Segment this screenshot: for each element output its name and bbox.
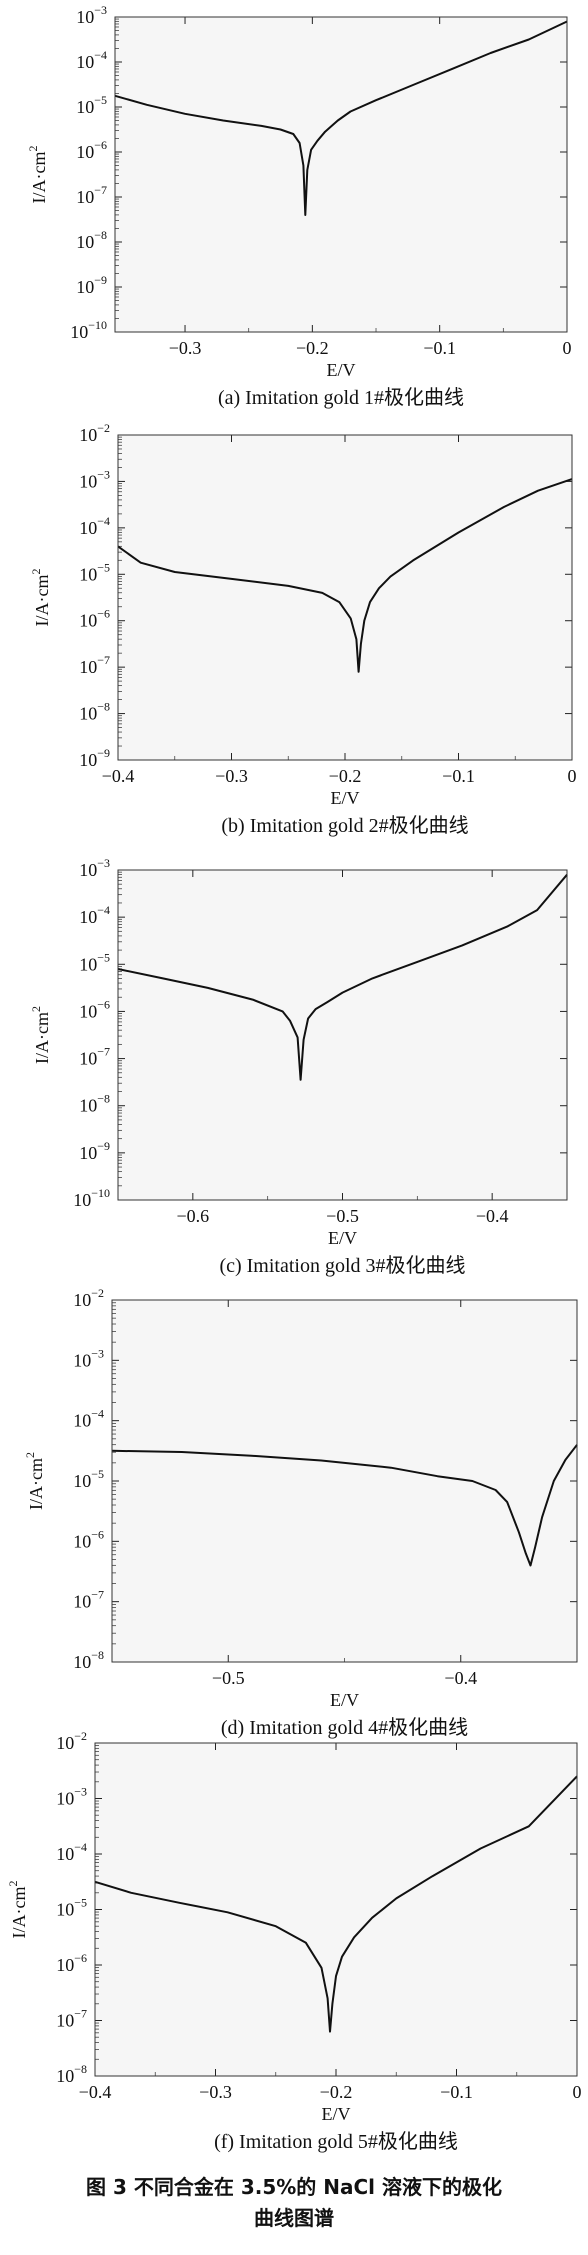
panel-caption: (a) Imitation gold 1#极化曲线 bbox=[218, 386, 464, 409]
y-tick-label: 10−6 bbox=[73, 1527, 104, 1551]
y-tick-label: 10−2 bbox=[73, 1286, 104, 1310]
series-line-1 bbox=[114, 20, 568, 216]
y-tick-label: 10−5 bbox=[73, 1467, 104, 1491]
x-tick-label: −0.5 bbox=[212, 1668, 245, 1688]
plot-area bbox=[95, 1743, 577, 2076]
panel-caption: (f) Imitation gold 5#极化曲线 bbox=[214, 2130, 458, 2153]
y-tick-label: 10−8 bbox=[73, 1648, 104, 1672]
x-tick-label: −0.1 bbox=[423, 338, 456, 358]
x-tick-label: −0.2 bbox=[296, 338, 329, 358]
plot-area bbox=[112, 1300, 577, 1662]
y-tick-label: 10−3 bbox=[79, 467, 110, 491]
chart-panel-2: 10−910−810−710−610−510−410−310−2−0.4 −0.3… bbox=[29, 421, 577, 837]
x-tick-label: −0.4 bbox=[79, 2082, 112, 2102]
x-axis-label: E/V bbox=[331, 788, 360, 808]
y-tick-label: 10−6 bbox=[79, 607, 110, 631]
y-tick-label: 10−6 bbox=[79, 997, 110, 1021]
y-axis-label: I/A·cm2 bbox=[6, 1881, 29, 1939]
y-axis-label: I/A·cm2 bbox=[23, 1452, 46, 1510]
x-tick-label: −0.4 bbox=[444, 1668, 477, 1688]
y-tick-label: 10−4 bbox=[79, 903, 110, 927]
y-tick-label: 10−5 bbox=[79, 560, 110, 584]
plot-frame bbox=[117, 869, 568, 1201]
plot-frame bbox=[114, 16, 568, 333]
x-axis-label: E/V bbox=[327, 360, 356, 380]
y-tick-label: 10−8 bbox=[76, 228, 107, 252]
plot-frame bbox=[94, 1742, 578, 2077]
plot-area bbox=[115, 17, 567, 332]
y-tick-label: 10−2 bbox=[56, 1729, 87, 1753]
plot-area bbox=[118, 870, 567, 1200]
y-tick-label: 10−6 bbox=[76, 138, 107, 162]
x-tick-label: 0 bbox=[568, 766, 577, 786]
panel-caption: (c) Imitation gold 3#极化曲线 bbox=[219, 1254, 465, 1277]
x-axis-label: E/V bbox=[330, 1690, 359, 1710]
y-tick-label: 10−8 bbox=[79, 700, 110, 724]
plot-area bbox=[118, 435, 572, 760]
y-tick-label: 10−4 bbox=[79, 514, 110, 538]
chart-panel-5: 10−8 10−7 10−6 10−5 10−4 10−3 10−2 −0.4 −0.3 −0.2… bbox=[6, 1729, 582, 2153]
y-axis-label: I/A·cm2 bbox=[29, 569, 52, 627]
y-tick-label: 10−10 bbox=[70, 318, 107, 342]
chart-panel-4: 10−8 10−7 10−6 10−5 10−4 10−3 10−2 −0.5 −0.4 E/V I… bbox=[23, 1286, 578, 1739]
y-tick-label: 10−7 bbox=[79, 1045, 110, 1069]
series-line-1 bbox=[94, 1775, 578, 2033]
y-tick-label: 10−4 bbox=[73, 1407, 104, 1431]
y-tick-label: 10−7 bbox=[76, 183, 107, 207]
y-tick-label: 10−4 bbox=[76, 48, 107, 72]
x-tick-label: −0.3 bbox=[169, 338, 202, 358]
y-axis-label: I/A·cm2 bbox=[29, 1006, 52, 1064]
figure-caption-line2: 曲线图谱 bbox=[254, 2206, 334, 2230]
y-tick-label: 10−7 bbox=[73, 1588, 104, 1612]
y-tick-label: 10−2 bbox=[79, 421, 110, 445]
plot-frame bbox=[117, 434, 573, 761]
x-tick-label: −0.4 bbox=[102, 766, 135, 786]
y-tick-label: 10−10 bbox=[73, 1186, 110, 1210]
x-tick-label: −0.3 bbox=[215, 766, 248, 786]
y-tick-label: 10−5 bbox=[56, 1896, 87, 1920]
y-tick-label: 10−3 bbox=[79, 856, 110, 880]
y-tick-label: 10−9 bbox=[79, 1139, 110, 1163]
series-line-1 bbox=[111, 1444, 578, 1567]
x-tick-label: −0.5 bbox=[326, 1206, 359, 1226]
y-tick-label: 10−4 bbox=[56, 1840, 87, 1864]
x-tick-label: −0.4 bbox=[476, 1206, 509, 1226]
plot-frame bbox=[111, 1299, 578, 1663]
y-tick-label: 10−7 bbox=[79, 653, 110, 677]
series-line-1 bbox=[117, 478, 573, 673]
x-tick-label: −0.1 bbox=[440, 2082, 473, 2102]
x-axis-label: E/V bbox=[328, 1228, 357, 1248]
figure-caption-line1: 图 3 不同合金在 3.5%的 NaCl 溶液下的极化 bbox=[86, 2175, 502, 2199]
x-tick-label: −0.2 bbox=[320, 2082, 353, 2102]
y-tick-label: 10−6 bbox=[56, 1951, 87, 1975]
panel-caption: (d) Imitation gold 4#极化曲线 bbox=[221, 1716, 468, 1739]
x-tick-label: −0.1 bbox=[442, 766, 475, 786]
x-tick-label: −0.6 bbox=[177, 1206, 210, 1226]
y-tick-label: 10−5 bbox=[76, 93, 107, 117]
chart-panel-3: 10−10 10−9 10−8 10−7 10−6 10−5 10−4 10−3 −0.6 −0.… bbox=[29, 856, 568, 1277]
x-axis-label: E/V bbox=[322, 2104, 351, 2124]
y-tick-label: 10−9 bbox=[76, 273, 107, 297]
x-tick-label: −0.3 bbox=[199, 2082, 232, 2102]
chart-panel-1: 10−10 10−9 10−8 10−7 10−6 10−5 10−4 10−3 −0.3 −0.… bbox=[26, 3, 572, 409]
y-tick-label: 10−3 bbox=[76, 3, 107, 27]
x-tick-label: 0 bbox=[573, 2082, 582, 2102]
series-line-1 bbox=[117, 874, 568, 1081]
y-tick-label: 10−5 bbox=[79, 950, 110, 974]
y-tick-label: 10−3 bbox=[56, 1785, 87, 1809]
panel-caption: (b) Imitation gold 2#极化曲线 bbox=[221, 814, 468, 837]
y-tick-label: 10−7 bbox=[56, 2007, 87, 2031]
y-tick-label: 10−8 bbox=[79, 1092, 110, 1116]
x-tick-label: 0 bbox=[563, 338, 572, 358]
y-tick-label: 10−8 bbox=[56, 2062, 87, 2086]
x-tick-label: −0.2 bbox=[329, 766, 362, 786]
y-tick-label: 10−3 bbox=[73, 1346, 104, 1370]
y-axis-label: I/A·cm2 bbox=[26, 146, 49, 204]
